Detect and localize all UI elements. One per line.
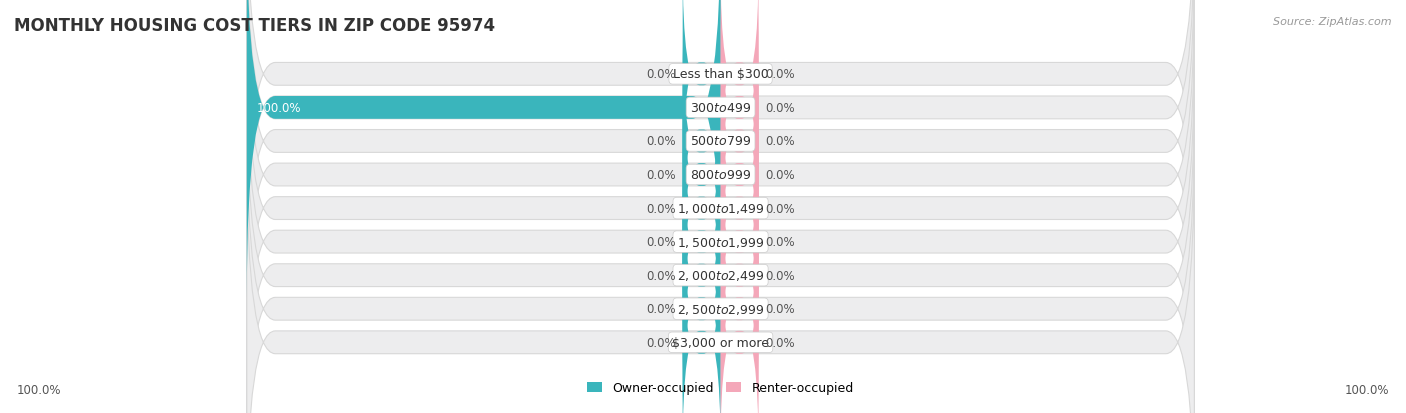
Text: $300 to $499: $300 to $499 <box>690 102 751 115</box>
FancyBboxPatch shape <box>247 86 1194 413</box>
Legend: Owner-occupied, Renter-occupied: Owner-occupied, Renter-occupied <box>582 377 859 399</box>
Text: $500 to $799: $500 to $799 <box>690 135 751 148</box>
Text: 0.0%: 0.0% <box>766 336 796 349</box>
FancyBboxPatch shape <box>721 166 758 385</box>
Text: 100.0%: 100.0% <box>1344 384 1389 396</box>
FancyBboxPatch shape <box>683 133 721 351</box>
FancyBboxPatch shape <box>683 200 721 413</box>
FancyBboxPatch shape <box>683 66 721 284</box>
FancyBboxPatch shape <box>721 133 758 351</box>
FancyBboxPatch shape <box>247 52 1194 413</box>
Text: 0.0%: 0.0% <box>645 68 675 81</box>
Text: $800 to $999: $800 to $999 <box>690 169 751 182</box>
Text: $2,000 to $2,499: $2,000 to $2,499 <box>676 268 765 282</box>
FancyBboxPatch shape <box>721 0 758 217</box>
FancyBboxPatch shape <box>683 166 721 385</box>
Text: 0.0%: 0.0% <box>766 102 796 115</box>
FancyBboxPatch shape <box>247 119 1194 413</box>
Text: Less than $300: Less than $300 <box>672 68 769 81</box>
Text: 0.0%: 0.0% <box>766 135 796 148</box>
Text: 0.0%: 0.0% <box>645 269 675 282</box>
Text: 0.0%: 0.0% <box>766 302 796 316</box>
FancyBboxPatch shape <box>683 33 721 251</box>
FancyBboxPatch shape <box>721 66 758 284</box>
FancyBboxPatch shape <box>247 0 721 298</box>
FancyBboxPatch shape <box>721 33 758 251</box>
Text: 0.0%: 0.0% <box>766 235 796 249</box>
Text: $3,000 or more: $3,000 or more <box>672 336 769 349</box>
Text: 0.0%: 0.0% <box>645 235 675 249</box>
Text: $1,000 to $1,499: $1,000 to $1,499 <box>676 202 765 216</box>
Text: 0.0%: 0.0% <box>645 169 675 182</box>
Text: 0.0%: 0.0% <box>766 202 796 215</box>
FancyBboxPatch shape <box>721 100 758 318</box>
FancyBboxPatch shape <box>721 233 758 413</box>
Text: $2,500 to $2,999: $2,500 to $2,999 <box>676 302 765 316</box>
Text: 100.0%: 100.0% <box>17 384 62 396</box>
FancyBboxPatch shape <box>721 200 758 413</box>
Text: 0.0%: 0.0% <box>645 302 675 316</box>
FancyBboxPatch shape <box>721 0 758 184</box>
Text: 0.0%: 0.0% <box>645 336 675 349</box>
Text: 0.0%: 0.0% <box>766 68 796 81</box>
FancyBboxPatch shape <box>247 19 1194 398</box>
FancyBboxPatch shape <box>247 0 1194 365</box>
Text: MONTHLY HOUSING COST TIERS IN ZIP CODE 95974: MONTHLY HOUSING COST TIERS IN ZIP CODE 9… <box>14 17 495 34</box>
FancyBboxPatch shape <box>247 153 1194 413</box>
Text: 0.0%: 0.0% <box>766 169 796 182</box>
Text: 0.0%: 0.0% <box>766 269 796 282</box>
Text: Source: ZipAtlas.com: Source: ZipAtlas.com <box>1274 17 1392 26</box>
FancyBboxPatch shape <box>247 0 1194 331</box>
Text: 100.0%: 100.0% <box>256 102 301 115</box>
FancyBboxPatch shape <box>683 100 721 318</box>
FancyBboxPatch shape <box>683 233 721 413</box>
Text: 0.0%: 0.0% <box>645 135 675 148</box>
FancyBboxPatch shape <box>683 0 721 184</box>
Text: $1,500 to $1,999: $1,500 to $1,999 <box>676 235 765 249</box>
FancyBboxPatch shape <box>247 0 1194 264</box>
FancyBboxPatch shape <box>247 0 1194 298</box>
Text: 0.0%: 0.0% <box>645 202 675 215</box>
